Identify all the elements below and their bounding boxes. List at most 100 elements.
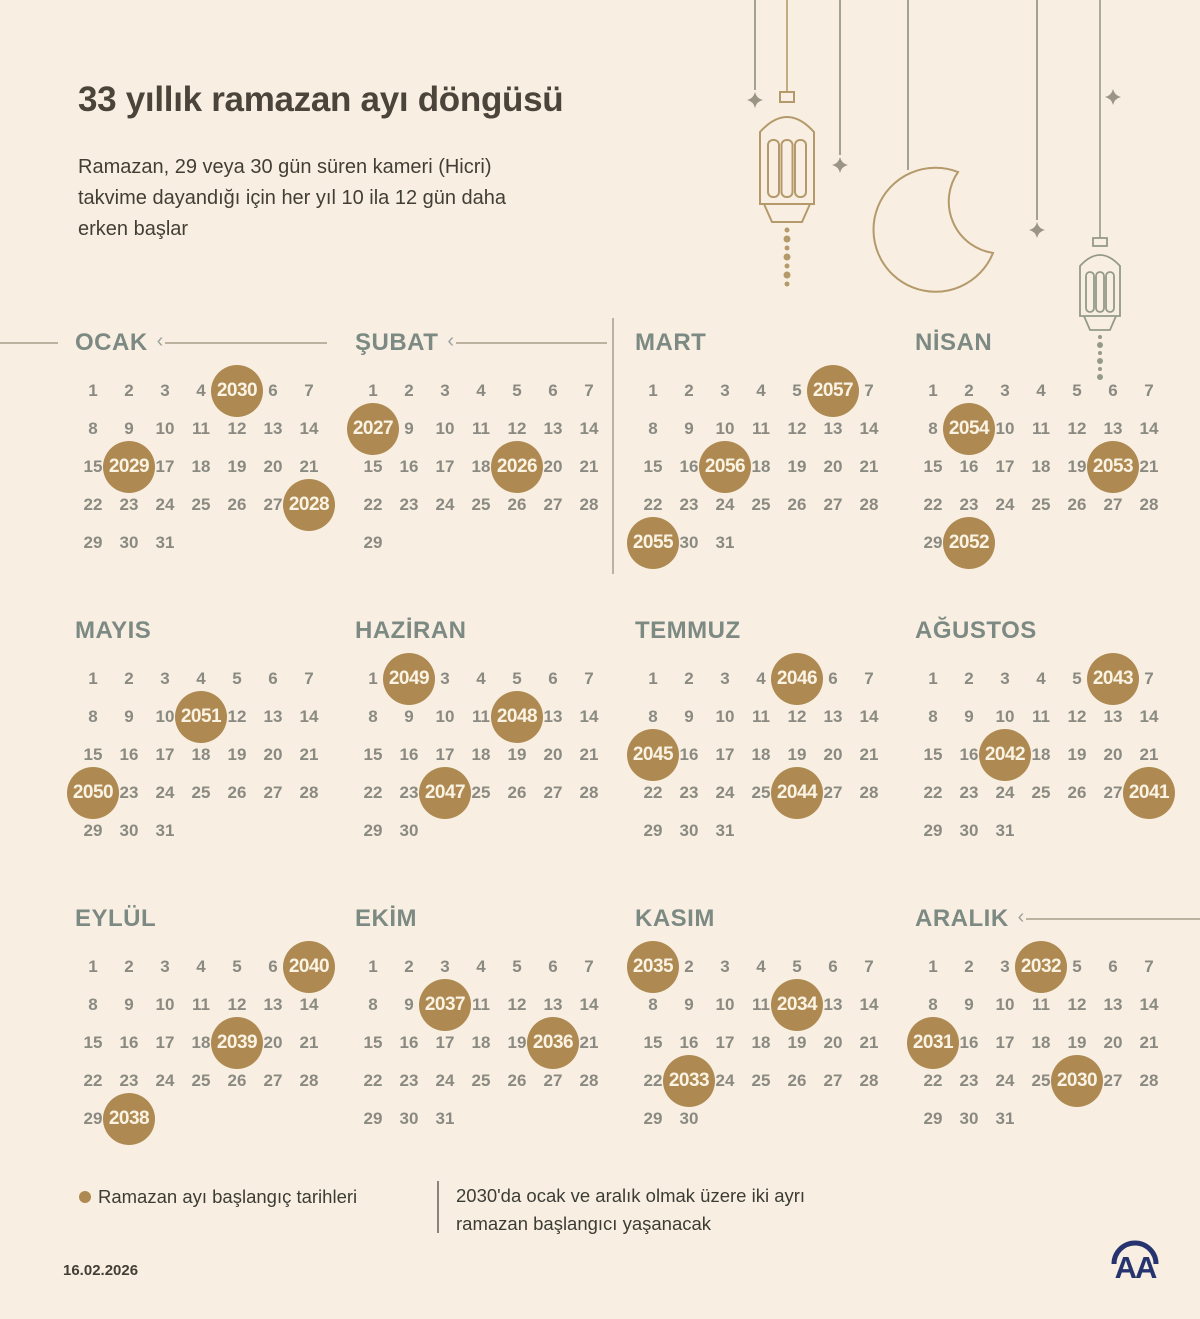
day-number: 13 bbox=[263, 995, 283, 1014]
day-number: 15 bbox=[363, 457, 383, 476]
day-number: 30 bbox=[119, 821, 139, 840]
day-number: 25 bbox=[191, 495, 211, 514]
day-grid: 1 2 3 4 5 2057 7 8 9 10 11 12 13 14 15 16 2056 18 19 20 21 22… bbox=[627, 365, 887, 569]
day-number: 2 bbox=[964, 957, 974, 976]
day-number: 1 bbox=[88, 669, 98, 688]
day-cell: 29 bbox=[75, 524, 111, 562]
day-number: 27 bbox=[543, 1071, 563, 1090]
day-number: 1 bbox=[648, 381, 658, 400]
day-number: 18 bbox=[751, 1033, 771, 1052]
day-cell: 26 bbox=[779, 486, 815, 524]
day-number: 5 bbox=[512, 669, 522, 688]
day-cell: 12 bbox=[779, 698, 815, 736]
day-cell: 16 bbox=[951, 448, 987, 486]
day-number: 21 bbox=[859, 1033, 879, 1052]
day-cell: 18 bbox=[743, 736, 779, 774]
day-number: 28 bbox=[859, 783, 879, 802]
day-cell: 18 bbox=[463, 1024, 499, 1062]
day-cell: 5 bbox=[779, 372, 815, 410]
day-cell: 4 bbox=[463, 660, 499, 698]
day-cell: 5 bbox=[499, 660, 535, 698]
day-number: 3 bbox=[720, 381, 730, 400]
ramadan-start-circle: 2053 bbox=[1087, 441, 1139, 493]
month-header: NİSAN ‹ bbox=[915, 326, 1167, 360]
day-number: 28 bbox=[299, 783, 319, 802]
ramadan-start-year: 2028 bbox=[283, 479, 335, 531]
day-cell: 9 bbox=[391, 986, 427, 1024]
day-number: 29 bbox=[923, 821, 943, 840]
day-cell: 1 bbox=[915, 948, 951, 986]
day-cell: 1 bbox=[75, 372, 111, 410]
day-number: 7 bbox=[1144, 957, 1154, 976]
day-cell: 14 bbox=[291, 410, 327, 448]
day-number: 3 bbox=[720, 957, 730, 976]
day-number: 30 bbox=[119, 533, 139, 552]
day-cell: 17 bbox=[147, 736, 183, 774]
day-cell: 4 bbox=[743, 372, 779, 410]
day-cell: 10 bbox=[427, 410, 463, 448]
day-cell: 9 bbox=[391, 410, 427, 448]
day-number: 12 bbox=[227, 419, 247, 438]
day-cell: 25 bbox=[463, 486, 499, 524]
day-cell: 10 bbox=[427, 698, 463, 736]
day-cell: 4 bbox=[183, 372, 219, 410]
day-number: 11 bbox=[1032, 419, 1050, 438]
day-number: 13 bbox=[263, 707, 283, 726]
day-cell: 2 bbox=[111, 660, 147, 698]
day-number: 24 bbox=[155, 495, 175, 514]
day-number: 14 bbox=[299, 419, 319, 438]
ramadan-start-year: 2053 bbox=[1087, 441, 1139, 493]
day-cell: 5 bbox=[1059, 660, 1095, 698]
day-cell: 25 bbox=[743, 1062, 779, 1100]
day-cell: 12 bbox=[1059, 698, 1095, 736]
day-number: 5 bbox=[792, 957, 802, 976]
day-number: 30 bbox=[679, 533, 699, 552]
day-cell: 1 bbox=[635, 660, 671, 698]
day-cell: 11 bbox=[1023, 698, 1059, 736]
day-number: 28 bbox=[859, 495, 879, 514]
day-cell: 5 bbox=[779, 948, 815, 986]
day-cell: 8 bbox=[915, 698, 951, 736]
day-cell: 19 bbox=[1059, 736, 1095, 774]
day-number: 13 bbox=[543, 995, 563, 1014]
day-cell: 19 bbox=[779, 448, 815, 486]
day-number: 29 bbox=[363, 821, 383, 840]
ramadan-start-year: 2046 bbox=[771, 653, 823, 705]
day-cell: 29 bbox=[355, 524, 391, 562]
day-number: 2 bbox=[684, 957, 694, 976]
day-number: 4 bbox=[196, 669, 206, 688]
day-cell: 16 bbox=[111, 736, 147, 774]
day-number: 30 bbox=[679, 1109, 699, 1128]
day-cell: 23 bbox=[951, 486, 987, 524]
day-cell: 4 bbox=[1023, 660, 1059, 698]
month-title: MART bbox=[635, 329, 707, 356]
day-cell: 26 bbox=[1059, 486, 1095, 524]
day-cell: 28 bbox=[291, 774, 327, 812]
month-title: AĞUSTOS bbox=[915, 617, 1037, 644]
day-cell: 13 bbox=[1095, 698, 1131, 736]
day-number: 23 bbox=[679, 783, 699, 802]
day-number: 3 bbox=[160, 957, 170, 976]
day-number: 25 bbox=[751, 495, 771, 514]
day-number: 8 bbox=[648, 707, 658, 726]
day-grid: 1 2 3 4 5 6 7 8 9 10 2051 12 13 14 15 16 17 18 19 20 21 2050 2… bbox=[67, 660, 327, 850]
day-number: 1 bbox=[648, 669, 658, 688]
day-cell: 28 bbox=[571, 774, 607, 812]
day-cell: 8 bbox=[75, 410, 111, 448]
footnote-line: ramazan başlangıcı yaşanacak bbox=[456, 1213, 712, 1234]
day-number: 20 bbox=[823, 745, 843, 764]
day-cell: 30 bbox=[671, 1100, 707, 1138]
day-cell: 7 bbox=[1131, 372, 1167, 410]
ramadan-start-year: 2037 bbox=[419, 979, 471, 1031]
day-cell: 20 bbox=[815, 736, 851, 774]
day-number: 23 bbox=[399, 495, 419, 514]
day-cell: 15 bbox=[75, 736, 111, 774]
day-cell: 18 bbox=[1023, 1024, 1059, 1062]
day-number: 25 bbox=[471, 495, 491, 514]
month-header: EYLÜL ‹ bbox=[75, 902, 327, 936]
day-cell: 15 bbox=[355, 736, 391, 774]
day-cell: 30 bbox=[391, 812, 427, 850]
day-number: 8 bbox=[368, 995, 378, 1014]
day-number: 3 bbox=[440, 669, 450, 688]
